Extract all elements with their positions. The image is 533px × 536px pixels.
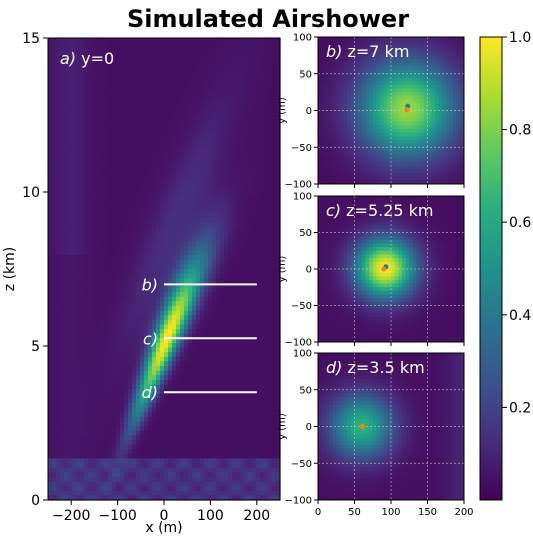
slice-y-tick-label: 50 <box>299 69 312 80</box>
slice-panels: b) z=7 km −100 −50 0 50 100 y (m) c) z=5.25 km −… <box>277 33 474 519</box>
cut-lines: b) c) d) <box>142 275 257 402</box>
cut-line-label: b) <box>142 275 158 294</box>
y-tick-label: 0 <box>31 493 40 509</box>
slice-y-tick-label: 50 <box>299 385 312 396</box>
slice-y-axis-label: y (m) <box>277 256 288 283</box>
slice-y-axis-label: y (m) <box>277 413 288 440</box>
slice-x-tick-label: 200 <box>454 507 473 518</box>
slice-marker <box>404 107 410 113</box>
slice-x-tick-label: 0 <box>315 507 321 518</box>
colorbar-tick-label: 0.8 <box>509 123 531 139</box>
slice-grid <box>318 196 464 342</box>
main-x-ticks: −200 −100 0 100 200 <box>52 500 270 524</box>
slice-x-tick-label: 100 <box>381 507 400 518</box>
slice-panel: c) z=5.25 km −100 −50 0 50 100 y (m) <box>277 192 465 349</box>
slice-y-tick-label: 100 <box>293 33 312 44</box>
slice-y-tick-label: −50 <box>291 301 312 312</box>
y-tick-label: 10 <box>22 185 40 201</box>
slice-y-tick-label: 0 <box>306 106 312 117</box>
x-tick-label: −100 <box>98 508 136 524</box>
slice-y-tick-label: 0 <box>306 422 312 433</box>
main-y-ticks: 0 5 10 15 <box>22 31 48 509</box>
main-panel: b) c) d) a) y=0 −200 −100 0 100 200 0 5 10 15 x (… <box>2 31 281 536</box>
chart-title: Simulated Airshower <box>127 5 409 33</box>
slice-y-tick-label: 100 <box>293 349 312 360</box>
slice-y-tick-label: 50 <box>299 228 312 239</box>
slice-marker <box>360 424 366 429</box>
slice-grid <box>318 353 464 500</box>
x-tick-label: 0 <box>160 508 169 524</box>
slice-panel-label: d) z=3.5 km <box>326 358 425 377</box>
slice-y-tick-label: −100 <box>285 180 312 191</box>
slice-y-tick-label: −50 <box>291 143 312 154</box>
slice-heatmap <box>318 353 465 501</box>
colorbar-gradient <box>479 36 503 501</box>
slice-y-tick-label: 100 <box>293 192 312 203</box>
main-panel-label: a) y=0 <box>60 49 114 68</box>
x-tick-label: 200 <box>243 508 270 524</box>
main-y-axis-label: z (km) <box>2 247 18 291</box>
x-tick-label: 100 <box>197 508 224 524</box>
slice-y-tick-label: −100 <box>285 338 312 349</box>
slice-x-tick-label: 150 <box>418 507 437 518</box>
main-x-axis-label: x (m) <box>145 520 182 536</box>
x-tick-label: −200 <box>52 508 90 524</box>
colorbar: 0.2 0.4 0.6 0.8 1.0 <box>479 30 531 501</box>
colorbar-tick-label: 0.6 <box>509 215 531 231</box>
slice-grid <box>318 37 464 184</box>
slice-panel-label: b) z=7 km <box>326 42 409 61</box>
slice-heatmap <box>318 37 465 185</box>
slice-panel-label: c) z=5.25 km <box>326 201 434 220</box>
colorbar-tick-label: 0.4 <box>509 308 531 324</box>
colorbar-tick-label: 1.0 <box>509 30 531 46</box>
cut-line-label: d) <box>142 383 158 402</box>
y-tick-label: 15 <box>22 31 40 47</box>
slice-marker <box>381 266 387 272</box>
main-heatmap <box>48 38 281 501</box>
slice-y-axis-label: y (m) <box>277 97 288 124</box>
slice-x-tick-label: 50 <box>348 507 361 518</box>
colorbar-ticks: 0.2 0.4 0.6 0.8 1.0 <box>502 30 531 416</box>
slice-heatmap <box>318 196 465 343</box>
slice-panel: b) z=7 km −100 −50 0 50 100 y (m) <box>277 33 465 191</box>
slice-y-tick-label: −50 <box>291 459 312 470</box>
colorbar-tick-label: 0.2 <box>509 400 531 416</box>
slice-panel: d) z=3.5 km −100 −50 0 50 100 y (m) 0 50 100 150 20… <box>277 349 474 519</box>
y-tick-label: 5 <box>31 339 40 355</box>
cut-line-label: c) <box>143 329 158 348</box>
slice-y-tick-label: 0 <box>306 265 312 276</box>
slice-y-tick-label: −100 <box>285 496 312 507</box>
